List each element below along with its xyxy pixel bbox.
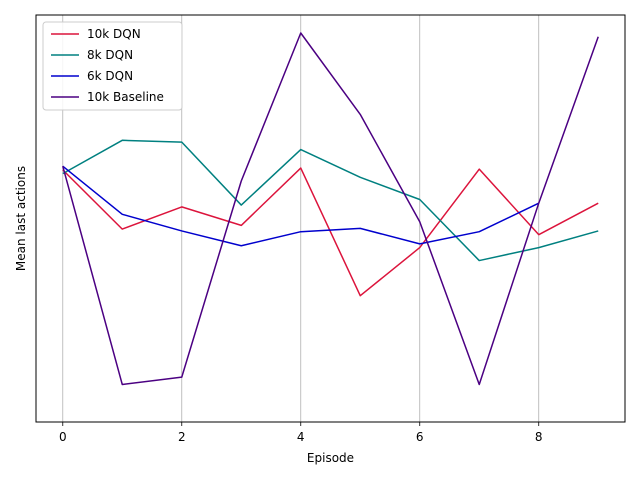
legend-label-3: 10k Baseline — [87, 90, 164, 104]
legend-label-0: 10k DQN — [87, 27, 141, 41]
series-lines — [62, 32, 599, 386]
x-tick-label-6: 6 — [416, 430, 424, 444]
x-tick-label-4: 4 — [297, 430, 305, 444]
y-axis-label: Mean last actions — [14, 166, 28, 271]
x-tick-label-0: 0 — [59, 430, 67, 444]
legend: 10k DQN 8k DQN 6k DQN 10k Baseline — [42, 21, 183, 111]
legend-label-1: 8k DQN — [87, 48, 133, 62]
series-line-1 — [62, 139, 599, 262]
x-axis-label: Episode — [307, 451, 354, 465]
series-line-2 — [62, 165, 540, 247]
plot-frame — [35, 14, 626, 423]
x-axis-ticks: 0 2 4 6 8 — [59, 422, 543, 444]
series-line-0 — [62, 167, 599, 297]
x-tick-label-8: 8 — [535, 430, 543, 444]
series-line-3 — [62, 32, 599, 386]
legend-label-2: 6k DQN — [87, 69, 133, 83]
legend-box — [42, 21, 183, 111]
x-tick-label-2: 2 — [178, 430, 186, 444]
